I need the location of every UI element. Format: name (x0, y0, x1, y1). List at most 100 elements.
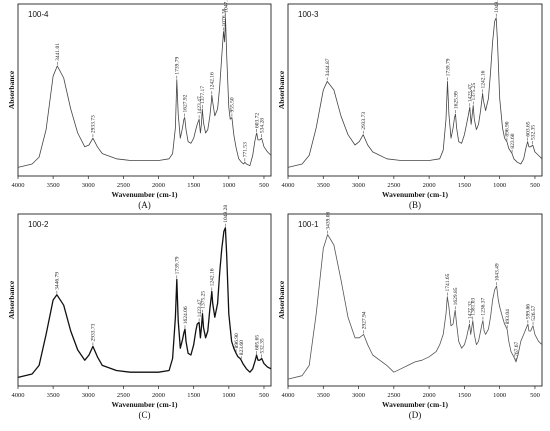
x-tick-label: 500 (259, 392, 269, 399)
x-tick-label: 2500 (117, 182, 130, 189)
peak-label: 1625.99 (453, 91, 459, 109)
sample-name: 100-4 (28, 10, 49, 19)
peak-label: 1242.16 (480, 70, 486, 88)
plot-frame (287, 3, 543, 177)
peak-label: 1242.16 (210, 268, 216, 286)
peak-label: 1375.25 (200, 291, 206, 309)
peak-label: 532.35 (260, 338, 266, 353)
peak-label: 1236.37 (481, 298, 487, 316)
x-tick-label: 4000 (282, 392, 295, 399)
panel-label: (A) (138, 200, 151, 210)
x-tick-label: 3000 (82, 182, 95, 189)
peak-label: 1624.06 (183, 306, 189, 324)
x-tick-label: 4000 (282, 182, 295, 189)
spectrum-line (17, 227, 272, 379)
plot-frame (17, 3, 272, 177)
sample-name: 100-1 (298, 220, 319, 229)
peak-label: 599.86 (526, 304, 532, 319)
peak-label: 893.04 (505, 309, 511, 324)
peak-label: 955.50 (230, 97, 236, 112)
x-tick-label: 1500 (458, 392, 471, 399)
x-axis-label: Wavenumber (cm-1) (112, 190, 178, 199)
x-tick-label: 500 (530, 392, 540, 399)
x-tick-label: 3000 (352, 182, 365, 189)
peak-label: 534.28 (259, 118, 265, 133)
plot-frame (287, 213, 543, 387)
peak-label: 603.65 (525, 121, 531, 136)
peak-label: 896.90 (234, 333, 240, 348)
peak-label: 1043.49 (494, 263, 500, 281)
x-tick-label: 500 (259, 182, 269, 189)
peak-label: 603.72 (255, 113, 261, 128)
x-tick-label: 500 (530, 182, 540, 189)
panel-4: 4000 3500 3000 2500 2000 1500 1000 500 Wavenumbe… (277, 212, 543, 420)
x-tick-label: 2000 (152, 182, 165, 189)
spectrum-line (287, 17, 543, 168)
peak-label: 3441.01 (55, 43, 61, 61)
peak-label: 2933.73 (91, 115, 97, 133)
y-axis-label: Absorbance (277, 280, 286, 319)
x-tick-label: 1500 (458, 182, 471, 189)
panel-label: (D) (409, 410, 422, 420)
peak-label: 1629.85 (453, 287, 459, 305)
peak-label: 1076.28 (221, 8, 227, 26)
x-tick-label: 3500 (47, 392, 60, 399)
x-tick-label: 4000 (12, 392, 25, 399)
x-axis-label: Wavenumber (cm-1) (382, 400, 448, 409)
peak-label: 605.65 (254, 335, 260, 350)
x-tick-label: 3500 (47, 182, 60, 189)
peak-label: 1375.25 (471, 82, 477, 100)
x-tick-label: 2000 (423, 182, 436, 189)
peak-label: 1423.47 (197, 299, 203, 317)
peak-label: 526.57 (531, 305, 537, 320)
peak-label: 1423.47 (468, 84, 474, 102)
x-tick-label: 2500 (117, 392, 130, 399)
spectrum-line (287, 234, 543, 380)
peak-label: 1377.17 (200, 86, 206, 104)
y-axis-label: Absorbance (277, 70, 286, 109)
peak-label: 1741.65 (445, 273, 451, 291)
peak-label: 1423.47 (197, 96, 203, 114)
panel-1: 4000 3500 3000 2500 2000 1500 1000 500 Wavenumbe… (7, 0, 272, 210)
spectrum-line (17, 17, 272, 168)
peak-label: 823.60 (510, 133, 516, 148)
x-tick-label: 1000 (493, 392, 506, 399)
peak-label: 1047.35 (223, 0, 229, 13)
x-tick-label: 1000 (222, 392, 235, 399)
peak-label: 1739.79 (175, 256, 181, 274)
x-tick-label: 2000 (423, 392, 436, 399)
x-tick-label: 1500 (187, 392, 200, 399)
x-tick-label: 3500 (317, 182, 330, 189)
x-axis-label: Wavenumber (cm-1) (112, 400, 178, 409)
x-tick-label: 3000 (82, 392, 95, 399)
x-tick-label: 1000 (493, 182, 506, 189)
panel-3: 4000 3500 3000 2500 2000 1500 1000 500 Wavenumbe… (7, 205, 272, 420)
panel-label: (C) (139, 410, 151, 420)
peak-label: 1242.16 (210, 72, 216, 90)
y-axis-label: Absorbance (7, 70, 16, 109)
peak-label: 771.53 (243, 142, 249, 157)
peak-label: 2933.73 (91, 323, 97, 341)
x-tick-label: 4000 (12, 182, 25, 189)
x-tick-label: 2000 (152, 392, 165, 399)
sample-name: 100-3 (298, 10, 319, 19)
peak-label: 823.60 (239, 340, 245, 355)
peak-label: 3446.79 (55, 272, 61, 290)
peak-label: 1381.03 (471, 298, 477, 316)
peak-label: 2927.94 (361, 311, 367, 329)
peak-label: 1739.79 (445, 58, 451, 76)
sample-name: 100-2 (28, 220, 49, 229)
peak-label: 3444.87 (325, 58, 331, 76)
panel-label: (B) (409, 200, 421, 210)
x-axis-label: Wavenumber (cm-1) (382, 190, 448, 199)
peak-label: 767.67 (514, 342, 520, 357)
x-tick-label: 1500 (187, 182, 200, 189)
peak-label: 1427.32 (467, 301, 473, 319)
y-axis-label: Absorbance (7, 280, 16, 319)
peak-label: 532.35 (530, 125, 536, 140)
x-tick-label: 3500 (317, 392, 330, 399)
peak-label: 1627.92 (182, 94, 188, 112)
peak-label: 896.90 (505, 121, 511, 136)
